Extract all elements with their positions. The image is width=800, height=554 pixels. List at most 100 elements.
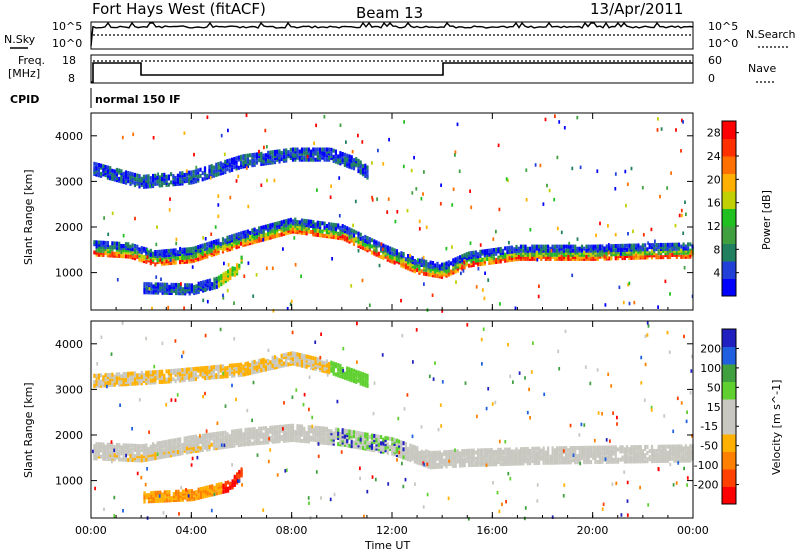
heatmap-cell	[343, 432, 346, 437]
heatmap-cell	[278, 155, 281, 160]
heatmap-cell	[422, 450, 426, 455]
heatmap-cell	[524, 447, 527, 451]
heatmap-cell	[120, 380, 123, 385]
heatmap-cell	[627, 232, 629, 236]
heatmap-cell	[587, 246, 590, 251]
heatmap-cell	[328, 368, 331, 373]
heatmap-cell	[583, 447, 586, 452]
heatmap-cell	[296, 424, 299, 429]
heatmap-cell	[226, 159, 229, 164]
heatmap-cell	[280, 434, 283, 439]
heatmap-cell	[102, 246, 105, 251]
heatmap-cell	[314, 228, 317, 233]
heatmap-cell	[395, 440, 398, 445]
heatmap-cell	[231, 363, 234, 368]
heatmap-cell	[210, 253, 213, 258]
heatmap-cell	[490, 448, 493, 452]
heatmap-cell	[240, 366, 243, 371]
heatmap-cell	[172, 368, 175, 373]
heatmap-cell	[657, 243, 660, 247]
heatmap-cell	[282, 156, 286, 161]
heatmap-cell	[183, 436, 186, 441]
heatmap-cell	[614, 445, 617, 450]
heatmap-cell	[115, 241, 118, 246]
heatmap-cell	[400, 442, 403, 447]
heatmap-cell	[689, 252, 692, 257]
heatmap-cell	[515, 451, 518, 456]
heatmap-cell	[307, 147, 310, 152]
heatmap-cell	[542, 254, 545, 259]
heatmap-cell	[567, 452, 570, 457]
heatmap-cell	[371, 161, 373, 165]
heatmap-cell	[655, 453, 658, 457]
heatmap-cell	[540, 246, 543, 251]
heatmap-cell	[321, 151, 324, 156]
heatmap-cell	[147, 378, 150, 383]
heatmap-cell	[578, 246, 581, 251]
heatmap-cell	[601, 244, 604, 249]
heatmap-cell	[449, 453, 453, 458]
heatmap-cell	[560, 460, 563, 465]
heatmap-cell	[596, 244, 599, 249]
heatmap-cell	[513, 459, 516, 464]
heatmap-cell	[427, 464, 430, 469]
heatmap-cell	[508, 459, 511, 464]
heatmap-cell	[294, 351, 297, 356]
heatmap-cell	[192, 373, 195, 378]
heatmap-cell	[127, 248, 130, 253]
heatmap-cell	[127, 250, 130, 255]
heatmap-cell	[165, 174, 168, 179]
heatmap-cell	[477, 448, 480, 453]
heatmap-cell	[133, 256, 137, 261]
heatmap-cell	[416, 446, 419, 451]
heatmap-cell	[656, 128, 659, 132]
heatmap-cell	[190, 441, 193, 446]
heatmap-cell	[400, 255, 403, 260]
heatmap-cell	[587, 244, 590, 249]
heatmap-cell	[623, 455, 626, 460]
heatmap-cell	[165, 379, 168, 384]
heatmap-cell	[296, 220, 299, 224]
colorbar-frame	[721, 120, 737, 297]
heatmap-cell	[221, 430, 225, 435]
heatmap-cell	[639, 245, 642, 250]
heatmap-cell	[224, 374, 227, 379]
heatmap-cell	[648, 457, 651, 462]
heatmap-cell	[183, 173, 186, 177]
heatmap-cell	[212, 246, 216, 251]
heatmap-cell	[542, 458, 545, 463]
heatmap-cell	[628, 301, 631, 306]
heatmap-cell	[303, 426, 306, 431]
heatmap-cell	[273, 149, 277, 154]
heatmap-cell	[244, 240, 247, 245]
heatmap-cell	[174, 438, 177, 443]
heatmap-cell	[589, 451, 593, 456]
heatmap-cell	[440, 456, 444, 461]
heatmap-cell	[650, 243, 654, 248]
heatmap-cell	[300, 430, 304, 435]
heatmap-cell	[122, 443, 125, 448]
heatmap-cell	[258, 441, 261, 446]
heatmap-cell	[479, 243, 482, 247]
heatmap-cell	[264, 432, 267, 437]
heatmap-cell	[646, 444, 649, 449]
heatmap-cell	[627, 283, 630, 287]
heatmap-cell	[142, 259, 146, 264]
heatmap-cell	[179, 374, 182, 379]
heatmap-cell	[481, 251, 484, 256]
heatmap-cell	[445, 246, 448, 251]
heatmap-cell	[675, 246, 678, 251]
heatmap-cell	[235, 429, 238, 433]
heatmap-cell	[316, 147, 319, 152]
heatmap-cell	[93, 448, 96, 453]
heatmap-cell	[332, 222, 335, 227]
heatmap-cell	[149, 180, 152, 185]
heatmap-cell	[188, 369, 191, 374]
heatmap-cell	[592, 244, 595, 249]
heatmap-cell	[361, 444, 365, 449]
heatmap-cell	[188, 285, 191, 290]
heatmap-cell	[311, 230, 314, 234]
heatmap-cell	[176, 250, 179, 255]
heatmap-cell	[655, 448, 658, 453]
heatmap-cell	[100, 383, 103, 388]
